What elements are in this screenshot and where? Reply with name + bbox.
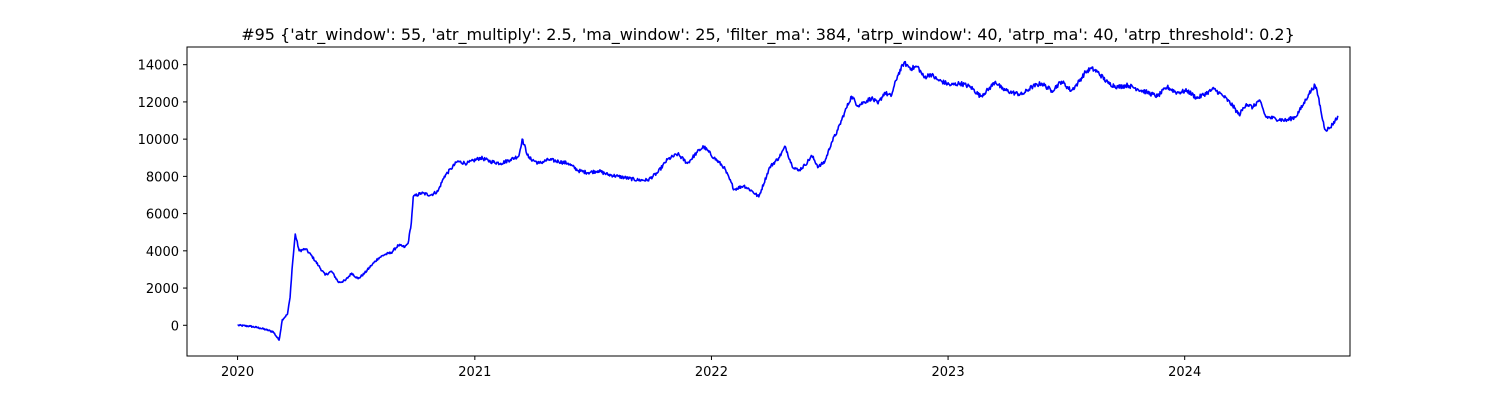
x-tick-label: 2020 xyxy=(221,365,254,380)
x-tick-label: 2021 xyxy=(458,365,491,380)
x-tick-label: 2022 xyxy=(695,365,728,380)
y-tick-label: 4000 xyxy=(146,245,179,260)
y-tick-label: 0 xyxy=(171,319,179,334)
y-tick-label: 6000 xyxy=(146,208,179,223)
x-axis: 2020 2021 2022 2023 2024 xyxy=(221,356,1201,380)
y-axis: 0 2000 4000 6000 8000 10000 12000 14000 xyxy=(138,59,187,334)
x-tick-label: 2024 xyxy=(1168,365,1201,380)
series-line xyxy=(237,60,1339,341)
y-tick-label: 14000 xyxy=(138,59,179,74)
x-tick-label: 2023 xyxy=(932,365,965,380)
y-tick-label: 10000 xyxy=(138,133,179,148)
y-tick-label: 12000 xyxy=(138,96,179,111)
axes-frame xyxy=(186,46,1351,357)
series-group xyxy=(237,60,1339,341)
y-tick-label: 2000 xyxy=(146,282,179,297)
y-tick-label: 8000 xyxy=(146,170,179,185)
chart-title: #95 {'atr_window': 55, 'atr_multiply': 2… xyxy=(241,25,1295,45)
